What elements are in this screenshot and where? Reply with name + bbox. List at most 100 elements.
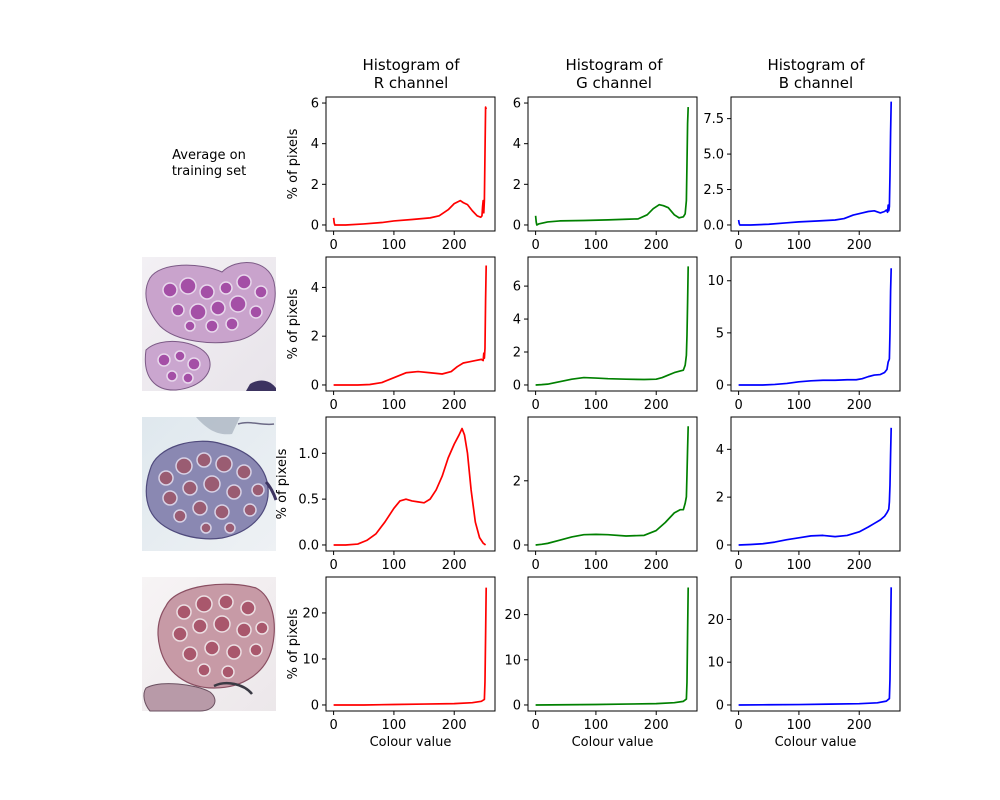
plot-r-row-3: 0 100 200 0 10 20% of pixels Colour value xyxy=(286,576,496,750)
axes-frame-g-row-2 xyxy=(527,416,698,552)
y-tick-label: 4 xyxy=(716,443,724,458)
series-line-r-row-0 xyxy=(332,106,488,226)
x-tick-label: 200 xyxy=(644,398,669,413)
x-tick-label: 200 xyxy=(644,718,669,733)
x-tick-label: 0 xyxy=(734,558,742,573)
x-tick-label: 0 xyxy=(329,718,337,733)
y-tick-label: 20 xyxy=(504,608,521,623)
x-tick-label: 0 xyxy=(531,718,539,733)
y-tick-label: 2 xyxy=(513,178,521,193)
y-tick-label: 4 xyxy=(513,137,521,152)
y-tick-label: 2 xyxy=(716,491,724,506)
series-line-b-row-3 xyxy=(738,587,893,706)
x-tick-label: 0 xyxy=(329,238,337,253)
plot-g-row-2: 0 100 200 0 2 xyxy=(513,416,698,573)
x-tick-label: 0 xyxy=(329,398,337,413)
x-axis-label: Colour value xyxy=(775,735,857,750)
y-tick-label: 0 xyxy=(513,698,521,713)
y-tick-label: 0 xyxy=(311,698,319,713)
column-title-r-line1: Histogram of xyxy=(362,56,460,74)
axes-frame-r-row-0 xyxy=(325,96,496,232)
x-tick-label: 200 xyxy=(442,398,467,413)
x-tick-label: 100 xyxy=(382,718,407,733)
axes-frame-b-row-2 xyxy=(730,416,901,552)
x-tick-label: 0 xyxy=(531,238,539,253)
y-tick-label: 4 xyxy=(311,281,319,296)
column-title-r-line2: R channel xyxy=(374,74,449,92)
column-title-b-line2: B channel xyxy=(779,74,853,92)
column-title-g-line2: G channel xyxy=(576,74,652,92)
series-line-g-row-3 xyxy=(535,587,690,706)
x-tick-label: 100 xyxy=(584,558,609,573)
y-tick-label: 10 xyxy=(707,274,724,289)
series-line-g-row-0 xyxy=(534,107,690,226)
series-line-r-row-2 xyxy=(333,427,487,546)
x-tick-label: 100 xyxy=(787,558,812,573)
x-tick-label: 100 xyxy=(787,398,812,413)
y-tick-label: 10 xyxy=(504,653,521,668)
y-axis-label: % of pixels xyxy=(286,128,301,199)
y-tick-label: 2 xyxy=(311,178,319,193)
y-tick-label: 4 xyxy=(513,313,521,328)
x-tick-label: 200 xyxy=(847,398,872,413)
axes-frame-r-row-3 xyxy=(325,576,496,712)
series-line-r-row-3 xyxy=(333,587,488,706)
y-tick-label: 6 xyxy=(513,97,521,112)
y-tick-label: 20 xyxy=(707,613,724,628)
axes-frame-g-row-1 xyxy=(527,256,698,392)
y-axis-label: % of pixels xyxy=(286,608,301,679)
plot-r-row-0: 0 100 200 0 2 4 6 % of pixels xyxy=(286,96,496,253)
plot-r-row-1: 0 100 200 0 2 4 % of pixels xyxy=(286,256,496,413)
x-axis-label: Colour value xyxy=(370,735,452,750)
series-line-r-row-1 xyxy=(333,265,488,386)
y-tick-label: 0.0 xyxy=(703,218,724,233)
y-tick-label: 2 xyxy=(311,330,319,345)
plot-g-row-3: 0 100 200 0 10 20 Colour value xyxy=(504,576,698,750)
y-tick-label: 5 xyxy=(716,326,724,341)
y-tick-label: 10 xyxy=(707,656,724,671)
x-tick-label: 200 xyxy=(847,238,872,253)
x-tick-label: 200 xyxy=(644,238,669,253)
x-tick-label: 0 xyxy=(329,558,337,573)
y-tick-label: 0.0 xyxy=(298,538,319,553)
plot-b-row-0: 0 100 200 0.0 2.5 5.0 7.5 xyxy=(703,96,901,253)
x-tick-label: 100 xyxy=(584,718,609,733)
plot-b-row-3: 0 100 200 0 10 20 Colour value xyxy=(707,576,901,750)
y-tick-label: 0 xyxy=(716,538,724,553)
x-tick-label: 100 xyxy=(584,238,609,253)
x-tick-label: 100 xyxy=(787,718,812,733)
y-tick-label: 0.5 xyxy=(298,493,319,508)
x-tick-label: 100 xyxy=(787,238,812,253)
axes-frame-b-row-3 xyxy=(730,576,901,712)
tissue-thumbnail-2 xyxy=(142,417,278,551)
y-tick-label: 0 xyxy=(513,378,521,393)
x-tick-label: 0 xyxy=(734,718,742,733)
tissue-thumbnail-1 xyxy=(142,257,276,391)
x-tick-label: 100 xyxy=(382,398,407,413)
y-tick-label: 0 xyxy=(311,218,319,233)
x-tick-label: 100 xyxy=(584,398,609,413)
x-tick-label: 200 xyxy=(442,718,467,733)
axes-frame-r-row-2 xyxy=(325,416,496,552)
x-tick-label: 200 xyxy=(847,558,872,573)
x-tick-label: 0 xyxy=(531,398,539,413)
x-tick-label: 200 xyxy=(442,238,467,253)
x-tick-label: 200 xyxy=(644,558,669,573)
x-tick-label: 100 xyxy=(382,558,407,573)
plot-g-row-0: 0 100 200 0 2 4 6 xyxy=(513,96,698,253)
y-axis-label: % of pixels xyxy=(286,288,301,359)
x-tick-label: 200 xyxy=(442,558,467,573)
series-line-b-row-1 xyxy=(738,268,893,386)
x-tick-label: 200 xyxy=(847,718,872,733)
series-line-b-row-0 xyxy=(737,101,893,226)
axes-frame-g-row-0 xyxy=(527,96,698,232)
y-tick-label: 0 xyxy=(311,378,319,393)
x-tick-label: 0 xyxy=(734,398,742,413)
y-tick-label: 0 xyxy=(513,538,521,553)
y-tick-label: 1.0 xyxy=(298,447,319,462)
y-tick-label: 6 xyxy=(513,280,521,295)
plot-g-row-1: 0 100 200 0 2 4 6 xyxy=(513,256,698,413)
